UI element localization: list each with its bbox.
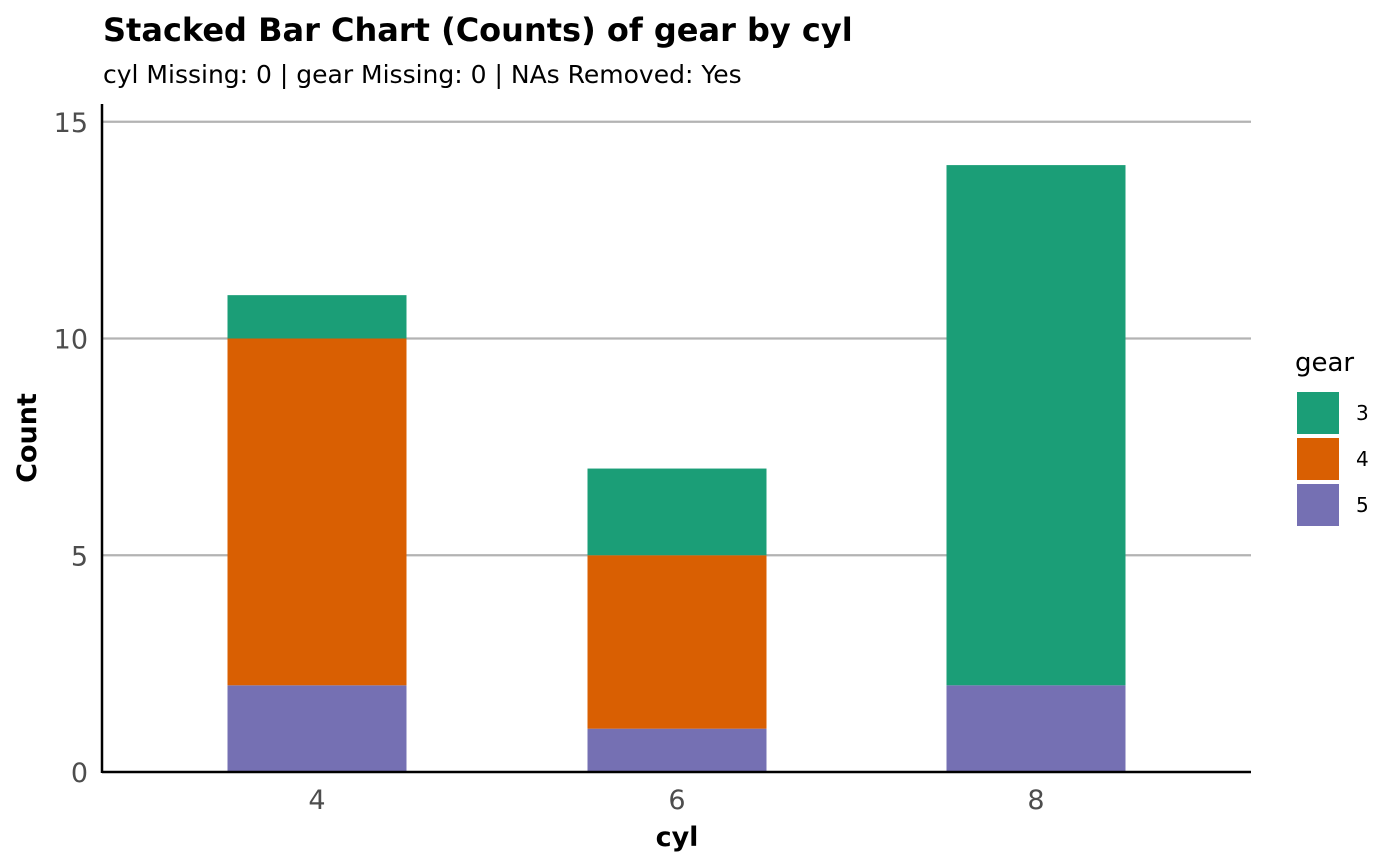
y-axis-ticks: 0 5 10 15 xyxy=(54,108,88,789)
y-axis-title: Count xyxy=(12,393,43,483)
y-tick-label: 0 xyxy=(71,758,88,789)
legend-label-3: 3 xyxy=(1356,401,1369,425)
legend: gear 3 4 5 xyxy=(1295,348,1369,526)
y-tick-label: 15 xyxy=(54,108,88,139)
y-tick-label: 10 xyxy=(54,325,88,356)
x-tick-label: 6 xyxy=(668,785,685,816)
legend-key-5 xyxy=(1297,484,1339,526)
chart-subtitle: cyl Missing: 0 | gear Missing: 0 | NAs R… xyxy=(103,60,742,89)
bar-segment-cyl-6-gear-3 xyxy=(587,468,767,556)
legend-key-4 xyxy=(1297,438,1339,480)
bar-segment-cyl-6-gear-5 xyxy=(587,728,767,772)
y-tick-label: 5 xyxy=(71,541,88,572)
legend-label-5: 5 xyxy=(1356,493,1369,517)
bar-segment-cyl-6-gear-4 xyxy=(587,555,767,729)
x-tick-label: 8 xyxy=(1027,785,1044,816)
bar-segment-cyl-8-gear-3 xyxy=(946,165,1126,686)
legend-label-4: 4 xyxy=(1356,447,1369,471)
bar-segment-cyl-4-gear-5 xyxy=(227,685,407,772)
x-axis-ticks: 4 6 8 xyxy=(308,785,1044,816)
bar-segment-cyl-4-gear-4 xyxy=(227,338,407,686)
legend-title: gear xyxy=(1295,348,1354,378)
bars xyxy=(227,165,1126,772)
x-tick-label: 4 xyxy=(308,785,325,816)
x-axis-title: cyl xyxy=(656,822,699,853)
bar-segment-cyl-8-gear-5 xyxy=(946,685,1126,772)
bar-segment-cyl-4-gear-3 xyxy=(227,295,407,339)
legend-key-3 xyxy=(1297,392,1339,434)
chart-title: Stacked Bar Chart (Counts) of gear by cy… xyxy=(103,11,853,49)
